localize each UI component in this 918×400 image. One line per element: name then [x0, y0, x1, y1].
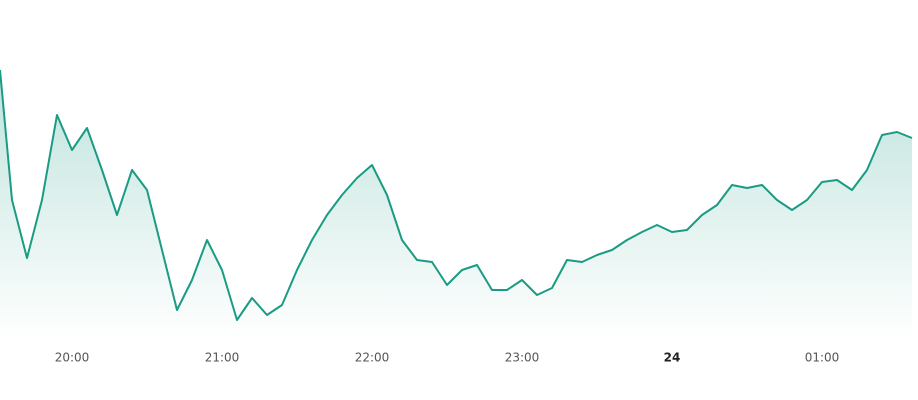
x-tick-label: 20:00	[55, 351, 90, 365]
x-tick-label: 23:00	[505, 351, 540, 365]
x-tick-label: 22:00	[355, 351, 390, 365]
area	[0, 70, 912, 340]
x-tick-label: 24	[664, 351, 681, 365]
x-tick-label: 21:00	[205, 351, 240, 365]
line	[0, 69, 913, 321]
x-tick-label: 01:00	[805, 351, 840, 365]
